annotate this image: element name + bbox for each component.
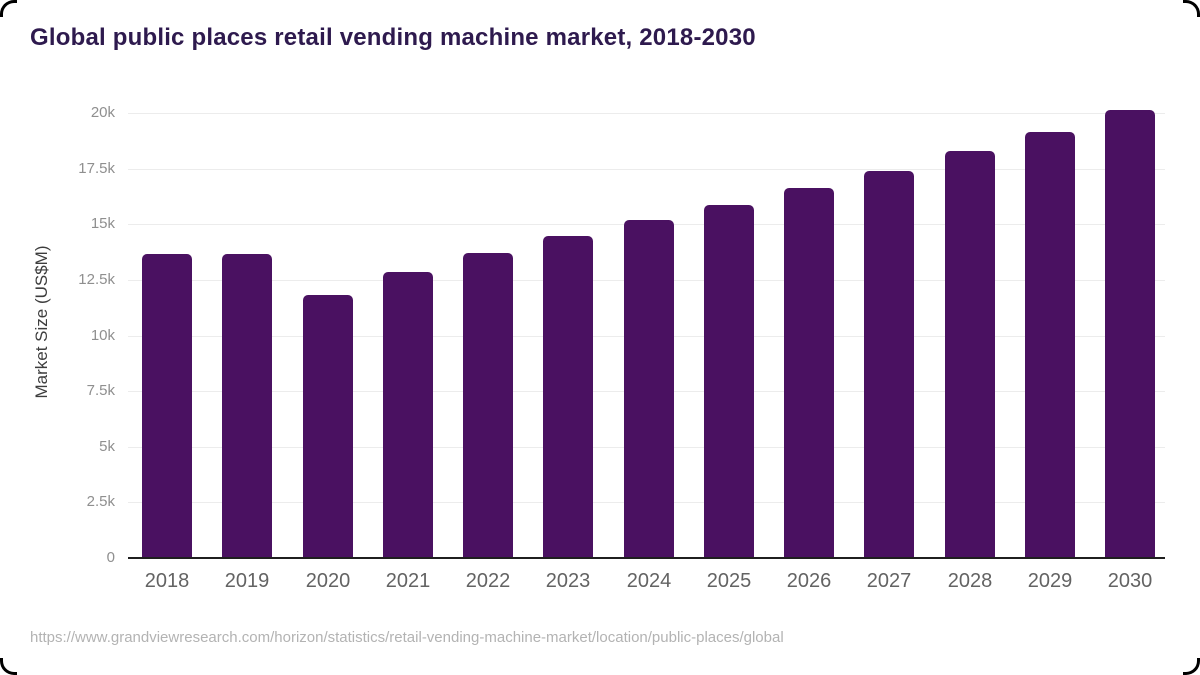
x-label-2025: 2025 <box>706 570 752 592</box>
bar-2027[interactable] <box>864 171 914 558</box>
frame-corner-bottom-right <box>1183 658 1200 675</box>
bar-2029[interactable] <box>1025 132 1075 558</box>
bar-2020[interactable] <box>303 295 353 558</box>
y-tick-10k: 10k <box>90 327 115 344</box>
bar-2023[interactable] <box>543 236 593 558</box>
x-label-2024: 2024 <box>626 570 672 592</box>
frame-corner-top-right <box>1183 0 1200 17</box>
x-axis-line <box>128 557 1165 559</box>
x-label-2019: 2019 <box>224 570 270 592</box>
x-label-2021: 2021 <box>385 570 431 592</box>
x-label-2023: 2023 <box>545 570 591 592</box>
frame-corner-top-left <box>0 0 17 17</box>
gridline-20k <box>128 113 1165 114</box>
bar-2030[interactable] <box>1105 110 1155 558</box>
y-tick-0: 0 <box>106 549 115 566</box>
y-tick-20k: 20k <box>90 104 115 121</box>
bar-2018[interactable] <box>142 254 192 558</box>
y-axis-title: Market Size (US$M) <box>32 245 51 399</box>
y-tick-17.5k: 17.5k <box>78 160 115 177</box>
bar-2022[interactable] <box>463 253 513 558</box>
x-label-2018: 2018 <box>144 570 190 592</box>
gridline-17.5k <box>128 169 1165 170</box>
x-label-2030: 2030 <box>1107 570 1153 592</box>
x-label-2028: 2028 <box>947 570 993 592</box>
bar-2021[interactable] <box>383 272 433 558</box>
y-tick-7.5k: 7.5k <box>86 382 115 399</box>
page-title: Global public places retail vending mach… <box>30 24 756 51</box>
frame-corner-bottom-left <box>0 658 17 675</box>
bar-2025[interactable] <box>704 205 754 558</box>
bar-2024[interactable] <box>624 220 674 558</box>
x-label-2029: 2029 <box>1027 570 1073 592</box>
bar-2026[interactable] <box>784 188 834 558</box>
y-tick-15k: 15k <box>90 215 115 232</box>
x-label-2027: 2027 <box>866 570 912 592</box>
x-label-2026: 2026 <box>786 570 832 592</box>
source-url: https://www.grandviewresearch.com/horizo… <box>30 629 784 646</box>
y-tick-2.5k: 2.5k <box>86 493 115 510</box>
x-label-2022: 2022 <box>465 570 511 592</box>
bar-2019[interactable] <box>222 254 272 558</box>
y-tick-5k: 5k <box>99 438 115 455</box>
y-tick-12.5k: 12.5k <box>78 271 115 288</box>
x-label-2020: 2020 <box>305 570 351 592</box>
bar-2028[interactable] <box>945 151 995 558</box>
